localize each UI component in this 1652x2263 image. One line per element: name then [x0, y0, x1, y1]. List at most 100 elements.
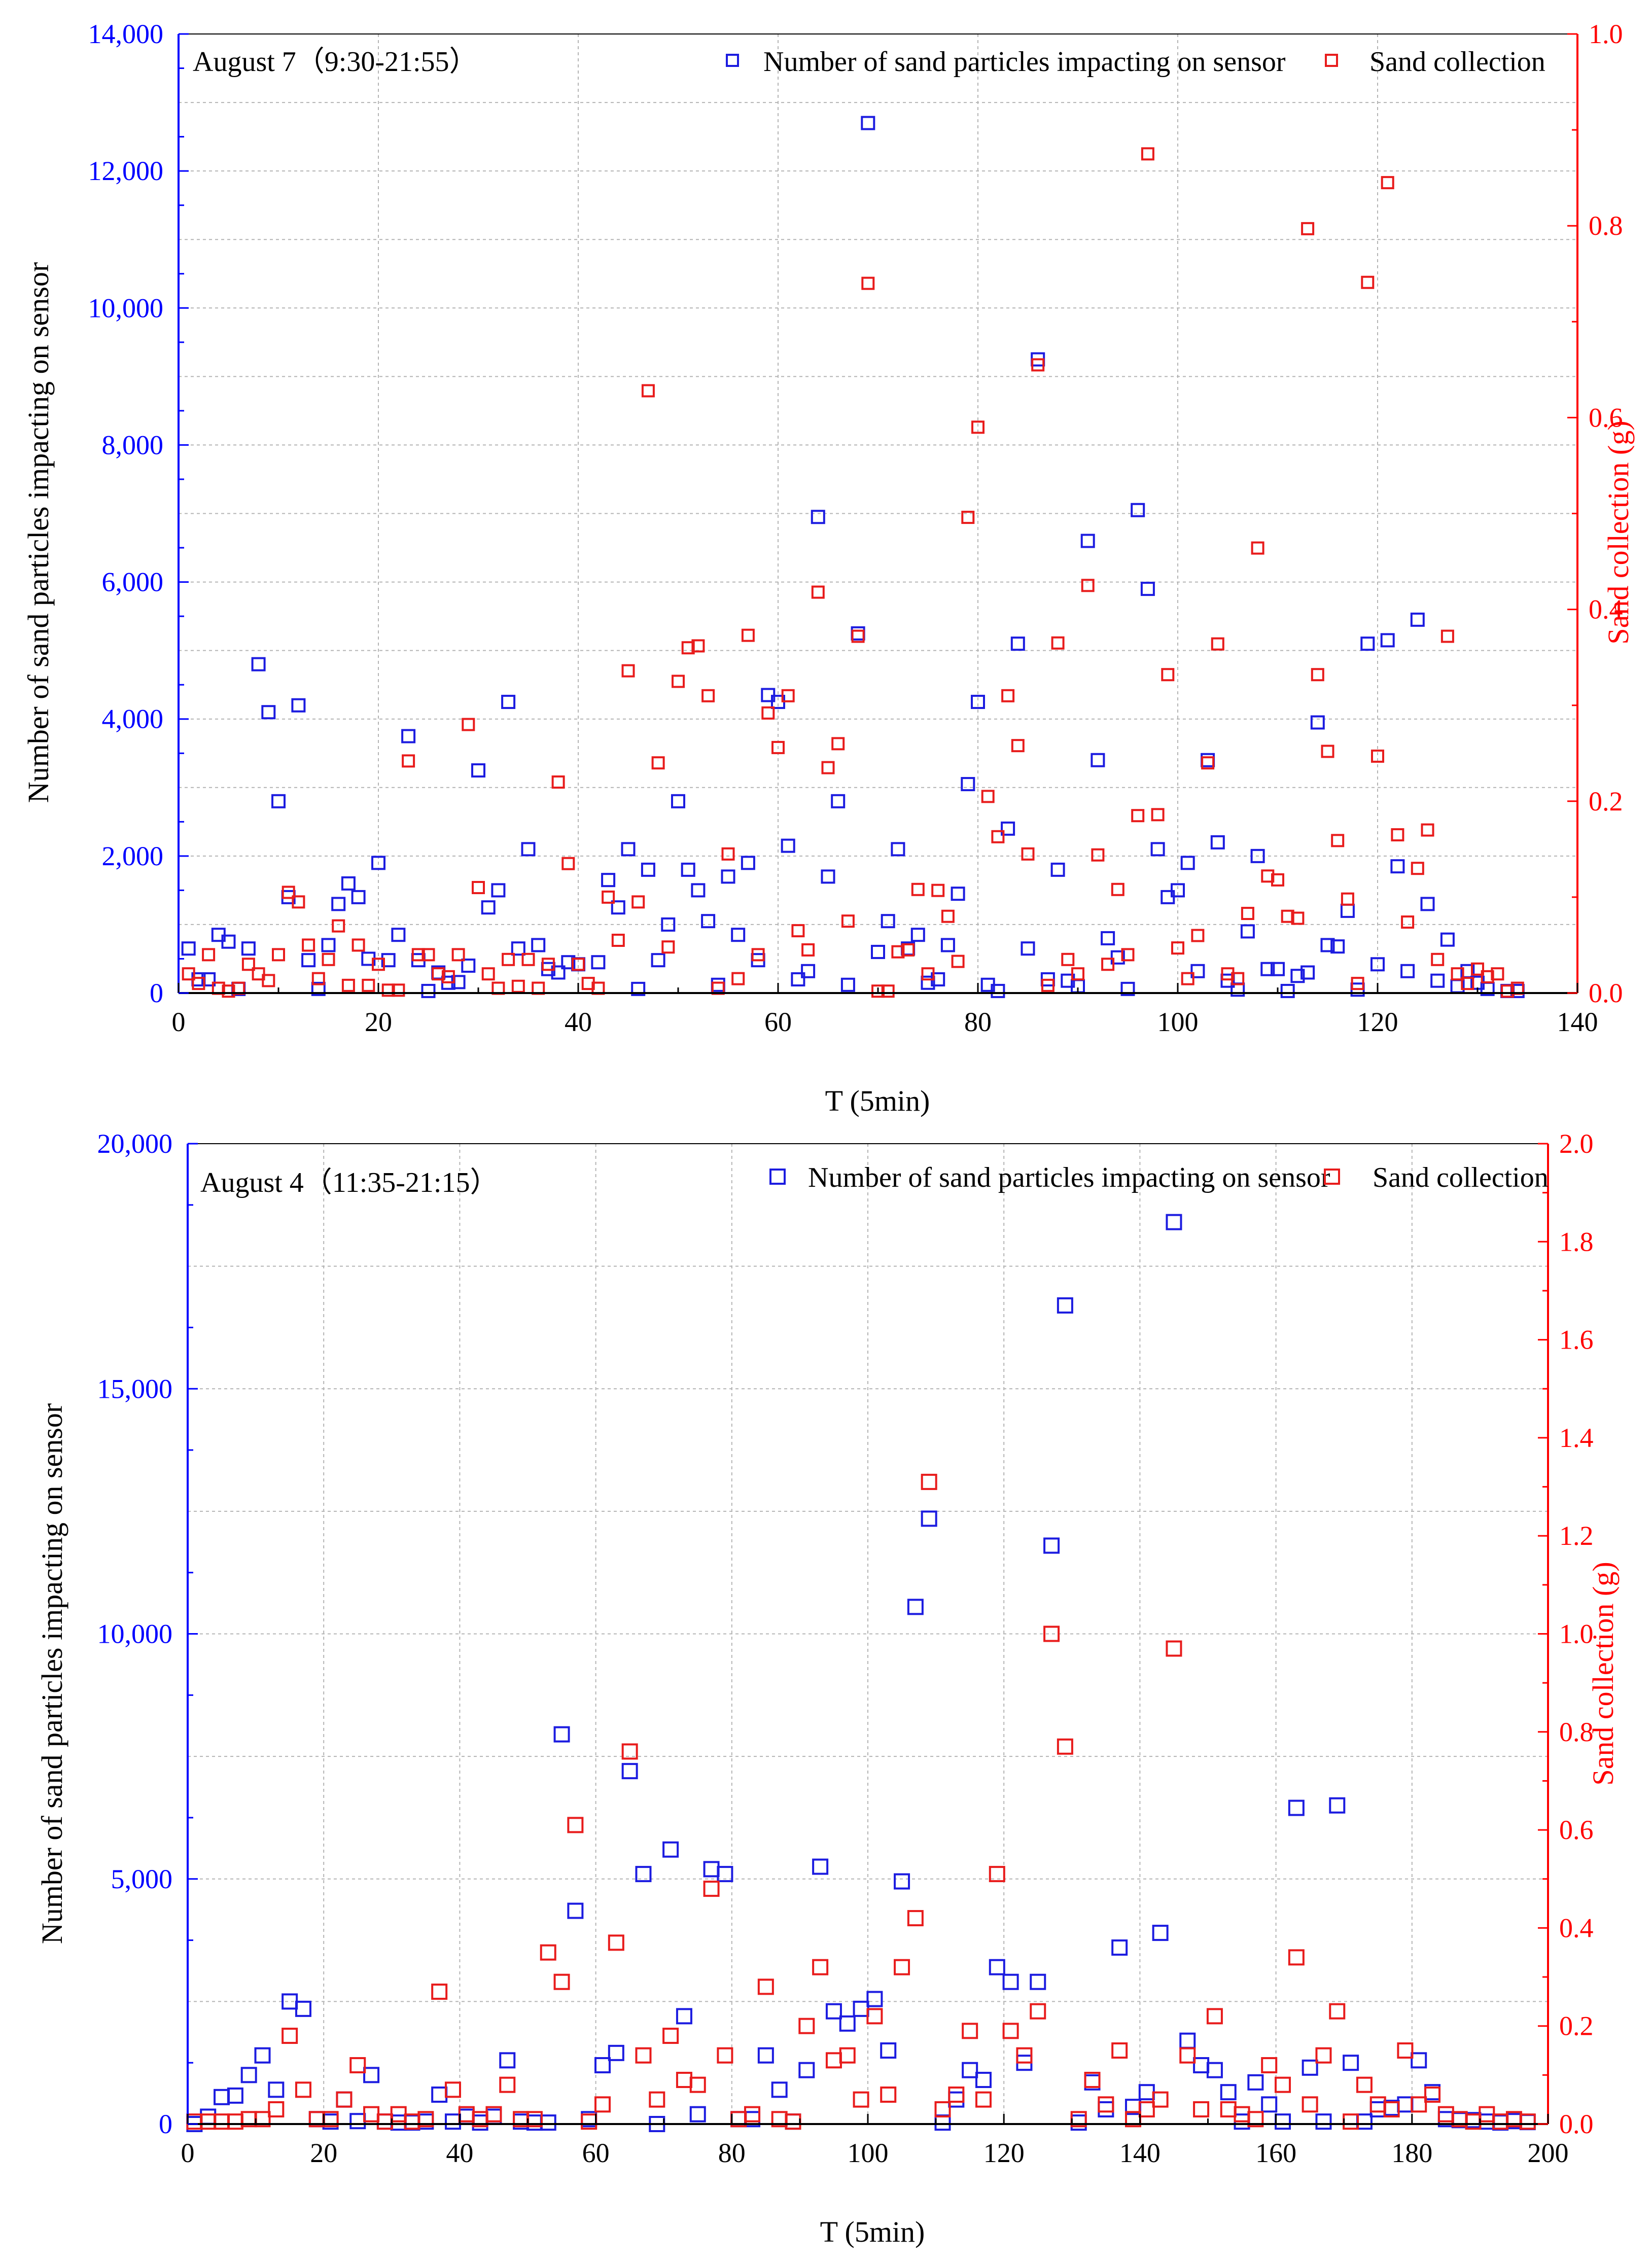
data-point-particle-count	[840, 977, 855, 992]
data-point-sand-collection	[717, 2047, 733, 2064]
data-point-particle-count	[671, 794, 685, 808]
data-point-sand-collection	[1206, 2008, 1223, 2025]
data-point-sand-collection	[1356, 2076, 1373, 2093]
data-point-sand-collection	[635, 2047, 652, 2064]
data-point-particle-count	[798, 2062, 815, 2078]
data-point-sand-collection	[594, 2096, 611, 2113]
legend-blue-marker	[769, 1169, 786, 1185]
x-tick-label: 60	[582, 2138, 610, 2168]
data-point-sand-collection	[771, 740, 785, 754]
data-point-sand-collection	[701, 689, 715, 702]
x-axis-title: T (5min)	[820, 2215, 925, 2248]
data-point-sand-collection	[1111, 2042, 1128, 2059]
y-tick-label: 12,000	[88, 156, 164, 186]
data-point-sand-collection	[1152, 2091, 1169, 2108]
data-point-sand-collection	[871, 984, 885, 998]
data-point-sand-collection	[541, 958, 555, 971]
legend-blue-marker	[726, 54, 739, 67]
data-point-particle-count	[1206, 2062, 1223, 2078]
data-point-particle-count	[461, 958, 476, 973]
data-point-particle-count	[676, 2008, 692, 2025]
x-tick-label: 40	[446, 2138, 473, 2168]
data-point-sand-collection	[821, 761, 835, 774]
data-point-particle-count	[651, 953, 665, 968]
data-point-particle-count	[1210, 835, 1225, 850]
data-point-sand-collection	[651, 756, 665, 770]
data-point-sand-collection	[861, 276, 875, 290]
data-point-sand-collection	[336, 2091, 353, 2108]
data-point-sand-collection	[672, 675, 685, 688]
data-point-particle-count	[254, 2047, 271, 2064]
data-point-particle-count	[825, 2003, 842, 2020]
data-point-sand-collection	[322, 952, 335, 966]
data-point-sand-collection	[951, 954, 965, 968]
data-point-particle-count	[894, 1873, 910, 1890]
y-tick-label: 14,000	[88, 19, 164, 49]
data-point-particle-count	[561, 955, 576, 970]
data-point-particle-count	[1050, 862, 1065, 877]
data-point-particle-count	[1220, 2084, 1237, 2101]
data-point-particle-count	[907, 1599, 924, 1615]
data-point-sand-collection	[1193, 2101, 1210, 2118]
data-point-particle-count	[499, 2052, 516, 2069]
data-point-sand-collection	[744, 2106, 761, 2123]
data-point-sand-collection	[1131, 809, 1145, 823]
data-point-particle-count	[689, 2106, 706, 2123]
data-point-sand-collection	[1331, 834, 1345, 847]
data-point-sand-collection	[341, 978, 355, 992]
data-point-sand-collection	[1181, 972, 1194, 985]
data-point-sand-collection	[332, 919, 345, 933]
data-point-particle-count	[1220, 973, 1235, 988]
chart-august-7: 0 20 40 60 80 100 120 140 0 2,000 4,000 6,000 8,000 1…	[22, 19, 1635, 1117]
x-tick-label: 100	[848, 2138, 889, 2168]
data-point-particle-count	[1240, 924, 1255, 939]
data-point-particle-count	[1411, 2052, 1427, 2069]
data-point-sand-collection	[1031, 358, 1045, 372]
data-point-particle-count	[531, 938, 546, 952]
data-point-sand-collection	[1211, 637, 1224, 651]
data-point-particle-count	[1101, 931, 1115, 945]
data-point-particle-count	[351, 890, 366, 904]
data-point-sand-collection	[1247, 2111, 1264, 2128]
data-point-particle-count	[601, 873, 616, 888]
data-point-sand-collection	[1302, 2096, 1318, 2113]
data-point-sand-collection	[1166, 1640, 1182, 1657]
y-tick-label: 15,000	[97, 1373, 173, 1404]
data-point-particle-count	[771, 2081, 788, 2098]
legend-red-marker	[1325, 54, 1338, 67]
data-point-particle-count	[567, 1902, 584, 1919]
data-point-sand-collection	[961, 511, 975, 524]
data-point-sand-collection	[1481, 970, 1494, 983]
x-tick-label: 0	[181, 2138, 195, 2168]
data-point-sand-collection	[241, 958, 255, 971]
data-point-sand-collection	[1424, 2087, 1441, 2103]
grid-lines	[179, 34, 1577, 993]
data-point-particle-count	[1150, 842, 1165, 857]
data-point-particle-count	[881, 914, 895, 929]
data-point-sand-collection	[551, 775, 565, 789]
chart-august-4: 0 20 40 60 80 100 120 140 160 180 200 0 5,000 10,000 1…	[36, 1128, 1620, 2248]
y2-tick-label: 1.2	[1559, 1521, 1594, 1551]
data-point-sand-collection	[839, 2047, 856, 2064]
data-point-sand-collection	[540, 1944, 556, 1961]
data-point-sand-collection	[1371, 749, 1384, 763]
data-point-particle-count	[1140, 582, 1155, 596]
y-tick-label: 10,000	[97, 1619, 173, 1649]
y2-tick-label: 0.6	[1589, 402, 1623, 433]
data-point-sand-collection	[971, 420, 985, 434]
data-point-sand-collection	[1281, 909, 1294, 923]
legend-blue-label: Number of sand particles impacting on se…	[763, 46, 1286, 78]
data-point-sand-collection	[1291, 911, 1305, 925]
data-point-particle-count	[1111, 1939, 1128, 1956]
data-point-particle-count	[221, 934, 236, 949]
data-point-sand-collection	[441, 970, 455, 983]
data-point-particle-count	[481, 900, 496, 915]
data-point-sand-collection	[1071, 967, 1084, 981]
y2-tick-label: 1.0	[1589, 19, 1623, 49]
data-point-sand-collection	[311, 972, 325, 985]
data-point-sand-collection	[1041, 978, 1055, 992]
data-point-sand-collection	[631, 895, 645, 909]
data-point-particle-count	[721, 869, 735, 884]
y2-tick-label: 1.8	[1559, 1226, 1594, 1257]
data-point-sand-collection	[292, 895, 305, 909]
